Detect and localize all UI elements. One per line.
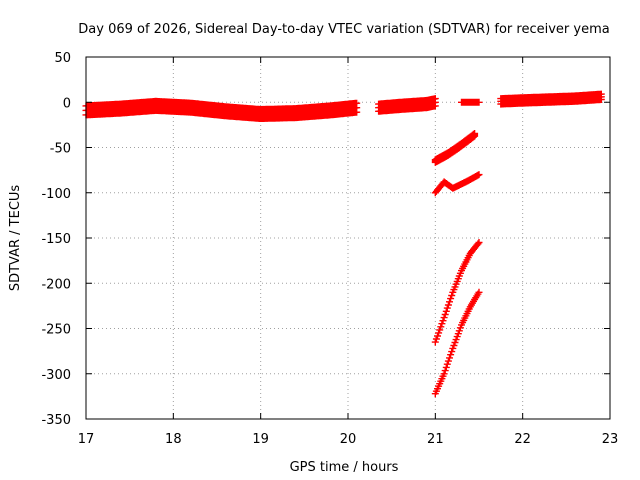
- y-tick-label: -350: [41, 413, 71, 428]
- series-arc-2: [431, 171, 483, 197]
- series-arc-4: [431, 288, 483, 398]
- y-tick-label: 0: [63, 96, 71, 111]
- x-tick-label: 20: [340, 432, 357, 447]
- series-band-c: [497, 90, 605, 108]
- series-band-a: [82, 97, 361, 122]
- x-tick-label: 21: [427, 432, 444, 447]
- y-tick-label: -100: [41, 187, 71, 202]
- scatter-points: [431, 171, 483, 197]
- y-tick-label: -50: [50, 142, 71, 157]
- series-gap-dots: [458, 98, 483, 106]
- chart-title: Day 069 of 2026, Sidereal Day-to-day VTE…: [78, 22, 609, 37]
- x-tick-label: 18: [165, 432, 182, 447]
- series-arc-1: [431, 130, 479, 166]
- scatter-points: [431, 130, 479, 166]
- x-tick-label: 17: [78, 432, 95, 447]
- axis-ticks: 17 18 19 20 21 22 23 50 0 -50 -100 -150 -200 -250 -300…: [41, 51, 618, 447]
- y-tick-label: -300: [41, 368, 71, 383]
- y-tick-label: -250: [41, 323, 71, 338]
- scatter-points: [431, 239, 483, 346]
- data-points: [82, 90, 605, 398]
- y-tick-label: -200: [41, 277, 71, 292]
- x-axis-label: GPS time / hours: [290, 460, 399, 475]
- y-axis-label: SDTVAR / TECUs: [8, 185, 23, 292]
- scatter-points: [497, 90, 605, 108]
- scatter-points: [375, 95, 439, 115]
- y-tick-label: 50: [54, 51, 71, 66]
- scatter-points: [458, 98, 483, 106]
- scatter-points: [82, 97, 361, 122]
- y-tick-label: -150: [41, 232, 71, 247]
- series-arc-3: [431, 239, 483, 346]
- x-tick-label: 19: [252, 432, 269, 447]
- scatter-points: [431, 288, 483, 398]
- x-tick-label: 23: [602, 432, 619, 447]
- series-band-b: [375, 95, 439, 115]
- x-tick-label: 22: [514, 432, 531, 447]
